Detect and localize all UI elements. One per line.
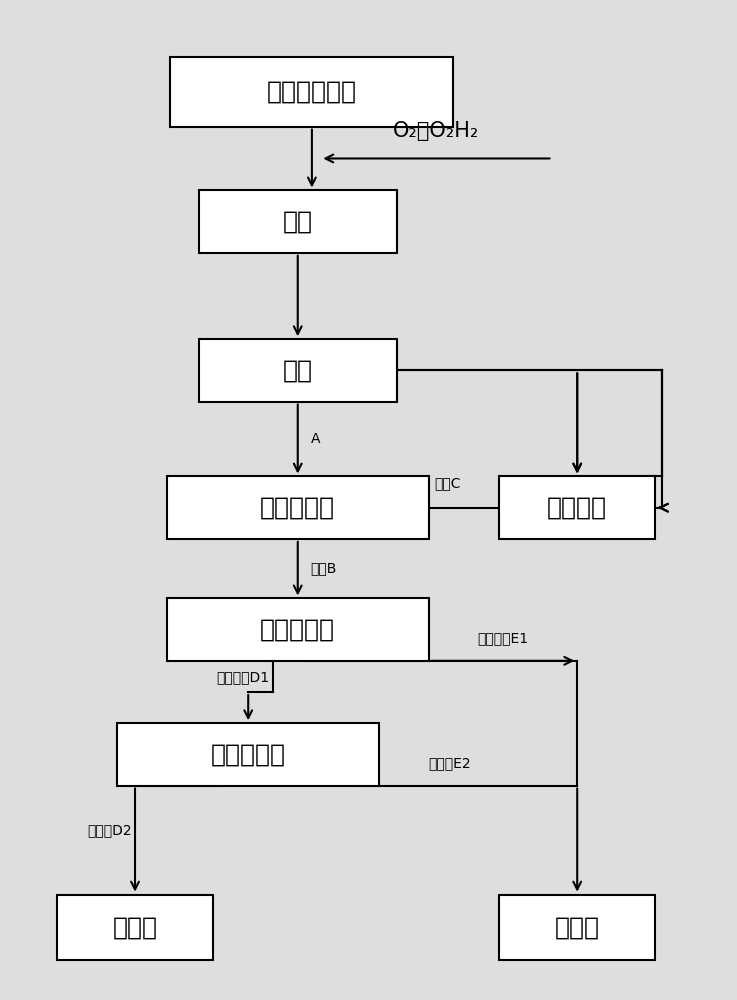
Text: 二磁尾E2: 二磁尾E2 [428, 756, 471, 770]
Text: 钒钛磁铁精矿: 钒钛磁铁精矿 [267, 80, 357, 104]
Text: 二磁精D2: 二磁精D2 [87, 823, 131, 837]
Text: 钛精矿: 钛精矿 [555, 915, 600, 939]
Text: 筒式磁选机: 筒式磁选机 [260, 618, 335, 642]
Text: 旋流器分级: 旋流器分级 [260, 496, 335, 520]
Text: 沉砂B: 沉砂B [310, 562, 337, 576]
Bar [117, 723, 379, 786]
Text: 铁精矿: 铁精矿 [113, 915, 158, 939]
Text: 碱浸: 碱浸 [283, 210, 312, 234]
Text: A: A [310, 432, 320, 446]
Text: 磁选精矿D1: 磁选精矿D1 [217, 670, 270, 684]
Text: 回收利用: 回收利用 [547, 496, 607, 520]
Bar [500, 895, 655, 960]
Bar [199, 339, 397, 402]
Bar [199, 190, 397, 253]
Text: 磁力脱水槽: 磁力脱水槽 [211, 742, 286, 766]
Bar [57, 895, 213, 960]
Text: 过滤: 过滤 [283, 358, 312, 382]
Bar [170, 57, 453, 127]
Text: 磁选尾矿E1: 磁选尾矿E1 [478, 631, 528, 645]
Bar [167, 476, 429, 539]
Text: 溢流C: 溢流C [434, 476, 461, 490]
Bar [167, 598, 429, 661]
Text: O₂或O₂H₂: O₂或O₂H₂ [394, 121, 480, 141]
Bar [500, 476, 655, 539]
